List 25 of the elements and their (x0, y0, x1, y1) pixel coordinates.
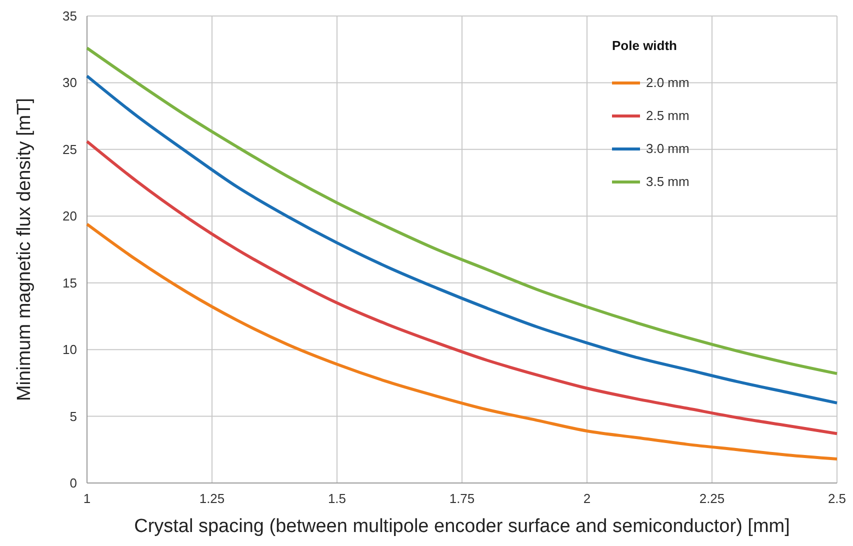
line-series (86, 140, 838, 436)
legend-label: 3.5 mm (646, 174, 690, 189)
x-tick-label: 1 (83, 491, 91, 506)
x-tick-label: 1.75 (449, 491, 475, 506)
x-tick-label: 2.25 (699, 491, 725, 506)
legend-label: 2.0 mm (646, 75, 690, 90)
y-tick-label: 35 (62, 8, 77, 24)
x-axis-title: Crystal spacing (between multipole encoder surface and semiconductor) [mm] (134, 516, 790, 537)
y-axis-title: Minimum magnetic flux density [mT] (14, 98, 35, 402)
x-tick-label: 1.5 (328, 491, 346, 506)
legend-label: 3.0 mm (646, 141, 690, 156)
legend-title: Pole width (612, 38, 678, 53)
y-tick-label: 5 (70, 408, 77, 424)
y-tick-label: 0 (70, 476, 77, 490)
y-tick-label: 15 (62, 275, 77, 290)
x-tick-label: 1.25 (199, 491, 225, 506)
line-series (86, 74, 838, 404)
y-tick-label: 25 (62, 142, 77, 157)
y-tick-label: 30 (62, 75, 77, 90)
x-tick-label: 2 (583, 491, 591, 506)
legend-label: 2.5 mm (646, 108, 690, 123)
x-tick-label: 2.5 (828, 491, 846, 506)
line-series (86, 222, 838, 460)
y-tick-label: 20 (62, 208, 77, 224)
y-tick-label: 10 (62, 342, 77, 358)
